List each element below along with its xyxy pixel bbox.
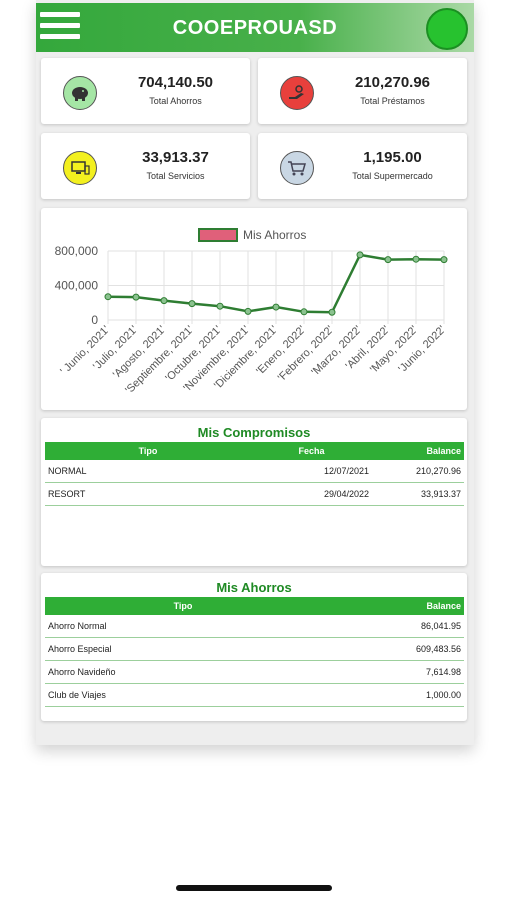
stat-card-servicios[interactable]: 33,913.37 Total Servicios — [41, 133, 250, 199]
app-title: COOEPROUASD — [172, 17, 338, 39]
ahorros-card: Mis Ahorros Tipo Balance Ahorro Normal 8… — [41, 573, 467, 721]
stat-label: Total Supermercado — [352, 171, 433, 181]
cell-tipo: Ahorro Navideño — [45, 660, 321, 684]
ahorros-table: Tipo Balance Ahorro Normal 86,041.95 Aho… — [45, 597, 464, 707]
cell-balance: 33,913.37 — [372, 482, 464, 506]
stat-label: Total Ahorros — [149, 96, 202, 106]
cell-balance: 609,483.56 — [321, 637, 464, 661]
cell-fecha: 29/04/2022 — [251, 482, 372, 506]
col-header-balance: Balance — [321, 597, 464, 615]
stat-value: 704,140.50 — [137, 74, 214, 91]
hamburger-menu-icon[interactable] — [40, 12, 80, 44]
col-header-fecha: Fecha — [251, 442, 372, 460]
col-header-tipo: Tipo — [45, 442, 251, 460]
cell-tipo: Ahorro Especial — [45, 637, 321, 661]
cell-balance: 86,041.95 — [321, 615, 464, 638]
col-header-balance: Balance — [372, 442, 464, 460]
stat-card-supermercado[interactable]: 1,195.00 Total Supermercado — [258, 133, 467, 199]
data-point — [188, 300, 196, 308]
table-row[interactable]: NORMAL 12/07/2021 210,270.96 — [45, 460, 464, 483]
data-point — [412, 255, 420, 263]
legend-swatch — [198, 228, 238, 242]
data-point — [440, 256, 448, 264]
profile-avatar[interactable] — [426, 8, 468, 50]
data-point — [384, 256, 392, 264]
data-point — [356, 251, 364, 259]
stat-value: 33,913.37 — [142, 149, 209, 166]
home-indicator[interactable] — [176, 885, 332, 891]
data-point — [244, 307, 252, 315]
savings-chart-card: Mis Ahorros 800,000 400,000 0 ' Junio, 202… — [41, 208, 467, 410]
section-title: Mis Compromisos — [197, 425, 311, 440]
stat-card-ahorros[interactable]: 704,140.50 Total Ahorros — [41, 58, 250, 124]
cell-tipo: Ahorro Normal — [45, 615, 321, 638]
top-bar: COOEPROUASD — [36, 3, 474, 52]
cell-balance: 210,270.96 — [372, 460, 464, 483]
stat-label: Total Préstamos — [360, 96, 425, 106]
services-icon — [63, 151, 97, 185]
piggy-bank-icon — [63, 76, 97, 110]
cell-fecha: 12/07/2021 — [251, 460, 372, 483]
section-title: Mis Ahorros — [216, 580, 292, 595]
loan-hand-icon — [280, 76, 314, 110]
data-point — [300, 308, 308, 316]
y-tick-label: 400,000 — [55, 279, 99, 293]
cell-tipo: RESORT — [45, 482, 251, 506]
table-row[interactable]: Ahorro Especial 609,483.56 — [45, 637, 464, 661]
cart-icon — [280, 151, 314, 185]
cell-balance: 1,000.00 — [321, 683, 464, 707]
compromisos-card: Mis Compromisos Tipo Fecha Balance NORMA… — [41, 418, 467, 566]
table-row[interactable]: Ahorro Normal 86,041.95 — [45, 615, 464, 638]
stat-card-prestamos[interactable]: 210,270.96 Total Préstamos — [258, 58, 467, 124]
cell-tipo: NORMAL — [45, 460, 251, 483]
compromisos-table: Tipo Fecha Balance NORMAL 12/07/2021 210… — [45, 442, 464, 506]
data-point — [216, 302, 224, 310]
y-tick-label: 0 — [91, 313, 98, 327]
stat-value: 1,195.00 — [363, 149, 422, 166]
stat-value: 210,270.96 — [354, 74, 431, 91]
data-point — [132, 293, 140, 301]
legend-label: Mis Ahorros — [243, 228, 306, 242]
table-row[interactable]: RESORT 29/04/2022 33,913.37 — [45, 482, 464, 506]
stat-label: Total Servicios — [146, 171, 205, 181]
cell-tipo: Club de Viajes — [45, 683, 321, 707]
data-point — [328, 308, 336, 316]
table-row[interactable]: Club de Viajes 1,000.00 — [45, 683, 464, 707]
data-point — [160, 297, 168, 305]
data-point — [104, 293, 112, 301]
y-tick-label: 800,000 — [55, 244, 99, 258]
table-row[interactable]: Ahorro Navideño 7,614.98 — [45, 660, 464, 684]
data-point — [272, 303, 280, 311]
cell-balance: 7,614.98 — [321, 660, 464, 684]
col-header-tipo: Tipo — [45, 597, 321, 615]
